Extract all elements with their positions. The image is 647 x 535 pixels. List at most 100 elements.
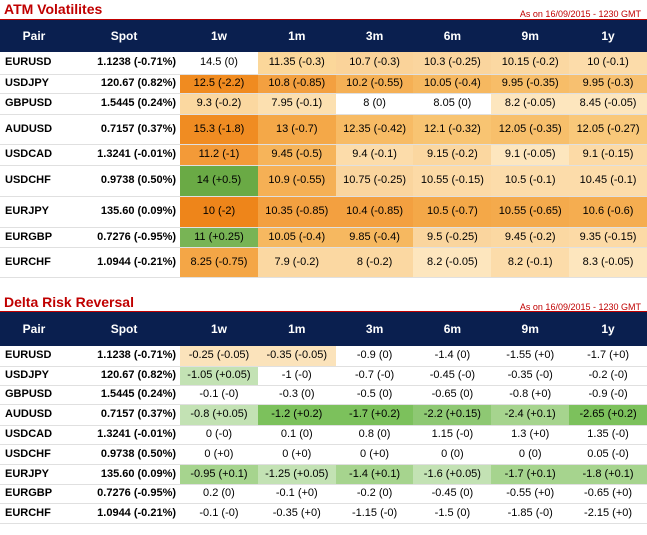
rr-header-row: Pair Spot 1w 1m 3m 6m 9m 1y	[0, 312, 647, 346]
pair-cell: EURGBP	[0, 484, 69, 504]
pair-cell: GBPUSD	[0, 93, 69, 115]
atm-header-row: Pair Spot 1w 1m 3m 6m 9m 1y	[0, 20, 647, 52]
value-cell: -1 (-0)	[257, 366, 336, 386]
value-cell: -0.8 (+0.05)	[180, 404, 258, 426]
value-cell: 10.9 (-0.55)	[257, 165, 336, 197]
spot-cell: 0.7157 (0.37%)	[68, 114, 181, 145]
spot-cell: 1.5445 (0.24%)	[68, 93, 181, 115]
table-row: USDCHF 0.9738 (0.50%) 0 (+0) 0 (+0) 0 (+0) 0 …	[0, 444, 647, 465]
spot-cell: 1.1238 (-0.71%)	[68, 346, 181, 367]
value-cell: 14.5 (0)	[180, 52, 258, 75]
rr-col-header-1y: 1y	[569, 312, 647, 346]
pair-cell: USDJPY	[0, 74, 69, 94]
spot-cell: 1.0944 (-0.21%)	[68, 247, 181, 278]
value-cell: 9.3 (-0.2)	[180, 93, 258, 115]
value-cell: -0.55 (+0)	[491, 484, 570, 504]
value-cell: -0.45 (0)	[413, 484, 492, 504]
rr-col-header-9m: 9m	[491, 312, 570, 346]
spot-cell: 0.9738 (0.50%)	[68, 165, 181, 197]
value-cell: 10.05 (-0.4)	[413, 74, 492, 94]
atm-title-rule	[0, 19, 647, 20]
spot-cell: 0.7276 (-0.95%)	[68, 227, 181, 248]
value-cell: -0.25 (-0.05)	[180, 346, 258, 367]
value-cell: -0.35 (-0.05)	[257, 346, 336, 367]
value-cell: 0 (-0)	[180, 425, 258, 445]
rr-col-header-6m: 6m	[413, 312, 492, 346]
value-cell: 10.3 (-0.25)	[413, 52, 492, 75]
value-cell: 7.95 (-0.1)	[257, 93, 336, 115]
value-cell: -0.9 (-0)	[569, 385, 647, 405]
value-cell: -0.2 (-0)	[569, 366, 647, 386]
pair-cell: EURJPY	[0, 464, 69, 485]
rr-col-header-3m: 3m	[335, 312, 414, 346]
value-cell: -0.1 (+0)	[257, 484, 336, 504]
table-row: EURJPY 135.60 (0.09%) -0.95 (+0.1) -1.25 (+…	[0, 464, 647, 485]
pair-cell: EURCHF	[0, 247, 69, 278]
value-cell: 10.55 (-0.65)	[491, 196, 570, 228]
atm-table-body: EURUSD 1.1238 (-0.71%) 14.5 (0) 11.35 (-0.3…	[0, 52, 647, 278]
table-row: EURUSD 1.1238 (-0.71%) -0.25 (-0.05) -0.35 …	[0, 346, 647, 367]
spot-cell: 1.1238 (-0.71%)	[68, 52, 181, 75]
value-cell: 0 (0)	[491, 444, 570, 465]
value-cell: -2.4 (+0.1)	[491, 404, 570, 426]
value-cell: 12.05 (-0.27)	[569, 114, 647, 145]
value-cell: -1.25 (+0.05)	[257, 464, 336, 485]
col-header-3m: 3m	[335, 20, 414, 52]
value-cell: 8.2 (-0.1)	[491, 247, 570, 278]
value-cell: 13 (-0.7)	[257, 114, 336, 145]
value-cell: 10 (-2)	[180, 196, 258, 228]
spot-cell: 1.5445 (0.24%)	[68, 385, 181, 405]
value-cell: 9.15 (-0.2)	[413, 144, 492, 166]
spot-cell: 0.7157 (0.37%)	[68, 404, 181, 426]
value-cell: 9.5 (-0.25)	[413, 227, 492, 248]
value-cell: 8.45 (-0.05)	[569, 93, 647, 115]
value-cell: -0.35 (-0)	[491, 366, 570, 386]
pair-cell: EURGBP	[0, 227, 69, 248]
value-cell: 10 (-0.1)	[569, 52, 647, 75]
value-cell: 10.15 (-0.2)	[491, 52, 570, 75]
value-cell: 10.75 (-0.25)	[335, 165, 414, 197]
value-cell: 10.4 (-0.85)	[335, 196, 414, 228]
value-cell: -1.4 (+0.1)	[335, 464, 414, 485]
value-cell: 11.35 (-0.3)	[257, 52, 336, 75]
value-cell: -2.2 (+0.15)	[413, 404, 492, 426]
value-cell: 9.85 (-0.4)	[335, 227, 414, 248]
table-row: EURCHF 1.0944 (-0.21%) 8.25 (-0.75) 7.9 (-0…	[0, 247, 647, 278]
value-cell: 0 (+0)	[257, 444, 336, 465]
value-cell: -1.6 (+0.05)	[413, 464, 492, 485]
rr-col-header-pair: Pair	[0, 312, 69, 346]
pair-cell: EURCHF	[0, 503, 69, 524]
value-cell: 9.45 (-0.2)	[491, 227, 570, 248]
pair-cell: USDCHF	[0, 165, 69, 197]
value-cell: -0.1 (-0)	[180, 503, 258, 524]
rr-section-title: Delta Risk Reversal	[4, 294, 134, 310]
value-cell: 0.8 (0)	[335, 425, 414, 445]
col-header-1w: 1w	[180, 20, 258, 52]
pair-cell: USDCAD	[0, 144, 69, 166]
spot-cell: 1.3241 (-0.01%)	[68, 144, 181, 166]
value-cell: -1.4 (0)	[413, 346, 492, 367]
value-cell: 14 (+0.5)	[180, 165, 258, 197]
spot-cell: 0.9738 (0.50%)	[68, 444, 181, 465]
value-cell: -1.2 (+0.2)	[257, 404, 336, 426]
value-cell: 10.6 (-0.6)	[569, 196, 647, 228]
value-cell: -2.15 (+0)	[569, 503, 647, 524]
value-cell: -1.15 (-0)	[335, 503, 414, 524]
value-cell: 8.2 (-0.05)	[491, 93, 570, 115]
value-cell: 9.1 (-0.15)	[569, 144, 647, 166]
risk-reversal-table: Pair Spot 1w 1m 3m 6m 9m 1y EURUSD 1.1238…	[0, 312, 647, 524]
spot-cell: 0.7276 (-0.95%)	[68, 484, 181, 504]
value-cell: 0.1 (0)	[257, 425, 336, 445]
value-cell: 0.05 (-0)	[569, 444, 647, 465]
table-row: AUDUSD 0.7157 (0.37%) 15.3 (-1.8) 13 (-0.7)…	[0, 114, 647, 145]
rr-table-body: EURUSD 1.1238 (-0.71%) -0.25 (-0.05) -0.35 …	[0, 346, 647, 524]
col-header-6m: 6m	[413, 20, 492, 52]
table-row: EURUSD 1.1238 (-0.71%) 14.5 (0) 11.35 (-0.3…	[0, 52, 647, 75]
value-cell: 9.45 (-0.5)	[257, 144, 336, 166]
value-cell: 10.45 (-0.1)	[569, 165, 647, 197]
value-cell: -0.45 (-0)	[413, 366, 492, 386]
value-cell: 12.05 (-0.35)	[491, 114, 570, 145]
value-cell: -1.7 (+0.2)	[335, 404, 414, 426]
value-cell: -2.65 (+0.2)	[569, 404, 647, 426]
spot-cell: 1.0944 (-0.21%)	[68, 503, 181, 524]
